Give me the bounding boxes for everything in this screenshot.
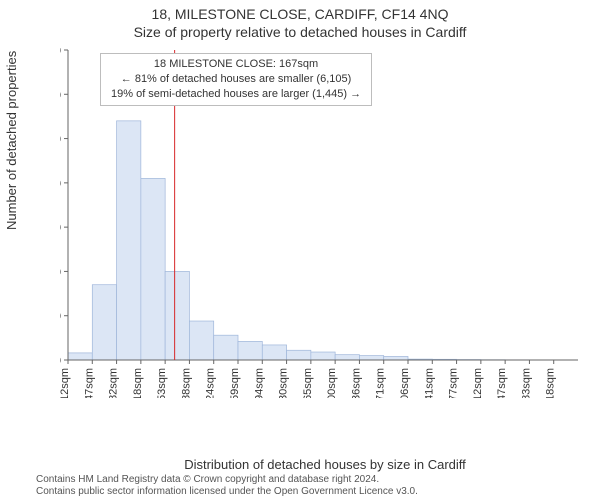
svg-text:436sqm: 436sqm [350,368,362,398]
svg-text:718sqm: 718sqm [545,368,557,398]
footer-line-1: Contains HM Land Registry data © Crown c… [36,474,590,486]
svg-text:47sqm: 47sqm [83,368,95,398]
svg-text:1500: 1500 [60,222,61,234]
svg-text:471sqm: 471sqm [375,368,387,398]
svg-text:2000: 2000 [60,178,61,190]
svg-text:506sqm: 506sqm [399,368,411,398]
svg-text:647sqm: 647sqm [496,368,508,398]
svg-text:259sqm: 259sqm [229,368,241,398]
footer-line-2: Contains public sector information licen… [36,486,590,498]
svg-text:0: 0 [60,355,61,367]
svg-text:683sqm: 683sqm [520,368,532,398]
chart-title: 18, MILESTONE CLOSE, CARDIFF, CF14 4NQ [0,0,600,22]
svg-text:188sqm: 188sqm [180,368,192,398]
svg-text:82sqm: 82sqm [108,368,120,398]
x-axis-label: Distribution of detached houses by size … [60,457,590,472]
callout-line-2: ← 81% of detached houses are smaller (6,… [111,72,361,87]
chart-container: 18, MILESTONE CLOSE, CARDIFF, CF14 4NQ S… [0,0,600,500]
svg-text:541sqm: 541sqm [423,368,435,398]
svg-text:294sqm: 294sqm [253,368,265,398]
svg-text:612sqm: 612sqm [472,368,484,398]
svg-text:330sqm: 330sqm [278,368,290,398]
footer: Contains HM Land Registry data © Crown c… [36,474,590,498]
svg-text:3000: 3000 [60,89,61,101]
svg-text:118sqm: 118sqm [132,368,144,398]
svg-text:400sqm: 400sqm [326,368,338,398]
svg-text:12sqm: 12sqm [60,368,71,398]
svg-text:3500: 3500 [60,48,61,57]
svg-text:153sqm: 153sqm [156,368,168,398]
callout-line-1: 18 MILESTONE CLOSE: 167sqm [111,57,361,72]
chart-subtitle: Size of property relative to detached ho… [0,22,600,40]
svg-text:1000: 1000 [60,266,61,278]
svg-text:224sqm: 224sqm [205,368,217,398]
marker-callout: 18 MILESTONE CLOSE: 167sqm ← 81% of deta… [100,53,372,106]
callout-line-3: 19% of semi-detached houses are larger (… [111,87,361,102]
y-axis-label: Number of detached properties [4,51,19,230]
svg-text:365sqm: 365sqm [302,368,314,398]
svg-text:500: 500 [60,311,61,323]
svg-text:2500: 2500 [60,134,61,146]
svg-text:577sqm: 577sqm [448,368,460,398]
